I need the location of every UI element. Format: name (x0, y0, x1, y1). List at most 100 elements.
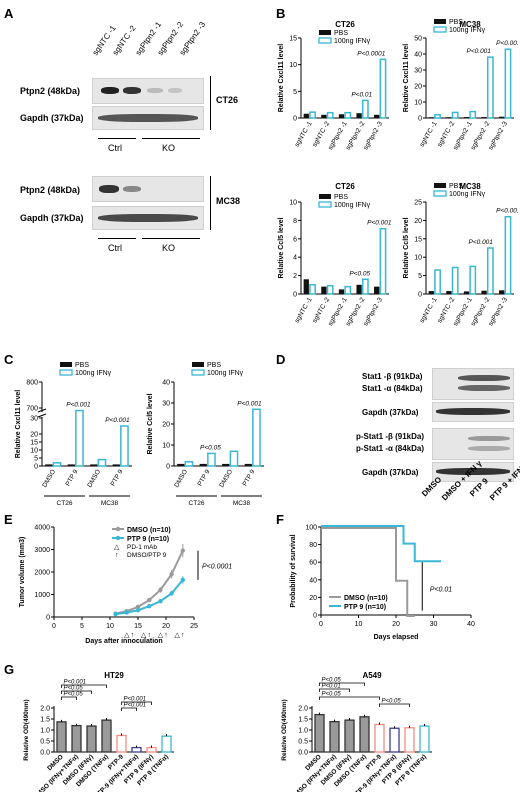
axis-break (38, 412, 46, 417)
x-tick-label: DMSO (218, 469, 234, 489)
blot-gapdh-ct26 (92, 106, 204, 130)
bar-pbs (177, 463, 185, 466)
legend-swatch-pbs (319, 30, 331, 35)
y-tick-label: 1.5 (298, 717, 308, 724)
legend-swatch-ifn (433, 190, 447, 197)
x-tick-label: 10 (106, 623, 114, 630)
x-tick-label: 10 (355, 621, 363, 628)
y-axis-label: Relative OD(490nm) (23, 699, 30, 760)
panel-label-g: G (4, 662, 15, 677)
bar-pbs (303, 113, 309, 118)
y-axis-label: Relative Cxcl11 level (403, 44, 410, 113)
bar-pbs (356, 113, 362, 118)
y-tick-label: 700 (26, 406, 38, 413)
significance-bracket (319, 696, 380, 700)
y-tick-label: 50 (414, 36, 422, 43)
x-tick-label: PTP 9 (197, 468, 212, 487)
dmso-ptp9-marker: ↑ (164, 632, 168, 639)
bar-ifn (344, 111, 352, 119)
chart-title: CT26 (335, 182, 355, 191)
y-tick-label: 20 (30, 432, 38, 439)
bar-pbs (481, 290, 487, 294)
legend-label-pbs: PBS (207, 362, 221, 369)
bar-ifn (184, 461, 194, 467)
y-tick-label: 30 (162, 401, 170, 408)
row-label: Gapdh (37kDa) (362, 408, 419, 417)
legend-swatch-pbs (434, 19, 446, 24)
y-axis-label: Relative Cxcl11 level (278, 44, 285, 113)
p-value-label: P<0.05 (322, 692, 342, 698)
y-tick-label: 800 (26, 380, 38, 387)
p-value-label: P<0.001 (496, 40, 518, 47)
legend-icon: △ (114, 544, 120, 551)
blot-ptpn2-mc38 (92, 176, 204, 202)
pd1-marker: △ (124, 632, 130, 639)
bar-pbs (112, 464, 120, 466)
y-tick-label: 0 (313, 613, 317, 620)
bar-pbs (446, 117, 452, 118)
bar-ifn (504, 48, 512, 119)
bar (146, 746, 157, 753)
legend-label-ifn: 100ng IFNγ (207, 370, 244, 377)
y-tick-label: 30 (30, 416, 38, 423)
p-value-label: P<0.001 (124, 697, 147, 703)
y-tick-label: 20 (162, 422, 170, 429)
y-tick-label: 10 (289, 200, 297, 207)
chart-title: A549 (362, 671, 382, 680)
bar (161, 735, 172, 753)
row-label: Gapdh (37kDa) (20, 113, 84, 123)
legend-swatch-ifn (318, 201, 332, 208)
y-axis-label: Relative Cxcl11 level (15, 390, 22, 459)
row-label: Gapdh (37kDa) (20, 213, 84, 223)
row-label: p-Stat1 -β (91kDa) (356, 432, 425, 441)
y-tick-label: 0 (293, 116, 297, 123)
bar-pbs (374, 286, 380, 294)
significance-bracket (61, 696, 77, 700)
legend-label-ifn: 100ng IFNγ (334, 202, 371, 209)
y-tick-label: 0 (166, 464, 170, 471)
group-label: Ctrl (108, 143, 122, 153)
x-tick-label: 20 (392, 621, 400, 628)
group-label: KO (162, 143, 176, 153)
p-value-label: P<0.001 (124, 703, 147, 709)
bar-ifn (120, 425, 129, 467)
legend-swatch-pbs (319, 194, 331, 199)
legend-swatch-ifn (191, 369, 205, 376)
bar-pbs (338, 114, 345, 118)
blot-pstat1 (432, 428, 514, 460)
p-value-label: P<0.001 (105, 417, 130, 424)
legend-label: PTP 9 (n=10) (344, 604, 386, 611)
bar-pbs (90, 464, 98, 466)
bar-pbs (303, 279, 309, 294)
y-tick-label: 20 (414, 218, 422, 225)
cell-line-label: CT26 (216, 95, 239, 105)
legend-label-ifn: 100ng IFNγ (334, 38, 371, 45)
legend-swatch-ifn (433, 26, 447, 33)
panel-label-f: F (276, 512, 284, 527)
y-tick-label: 4000 (34, 525, 50, 532)
p-value-label: P<0.001 (66, 402, 91, 409)
x-tick-label: 5 (80, 623, 84, 630)
bar (419, 725, 430, 753)
bar-ifn (309, 111, 316, 119)
y-tick-label: 2 (293, 273, 297, 280)
blot-ptpn2-ct26 (92, 78, 204, 104)
y-tick-label: 100 (305, 525, 317, 532)
y-tick-label: 15 (414, 236, 422, 243)
chart-f-survival: 0 20 40 60 80 100 0 10 20 30 40 Days elapsed Probabi… (290, 525, 475, 642)
bar (359, 716, 370, 753)
bar-ifn (486, 56, 494, 119)
y-tick-label: 15 (289, 36, 297, 43)
legend-swatch-ifn (59, 369, 73, 376)
legend-label: DMSO/PTP 9 (127, 552, 167, 559)
legend-swatch-ifn (318, 37, 332, 44)
x-tick-label: PTP 9 (65, 468, 80, 487)
y-tick-label: 5 (418, 273, 422, 280)
y-tick-label: 0 (418, 292, 422, 299)
bar-pbs (481, 117, 487, 118)
group-label: CT26 (189, 500, 205, 507)
p-value-label: P<0.001 (467, 48, 492, 55)
chart-title: MC38 (459, 182, 481, 191)
x-axis-label: Days after innoculation (85, 638, 162, 645)
